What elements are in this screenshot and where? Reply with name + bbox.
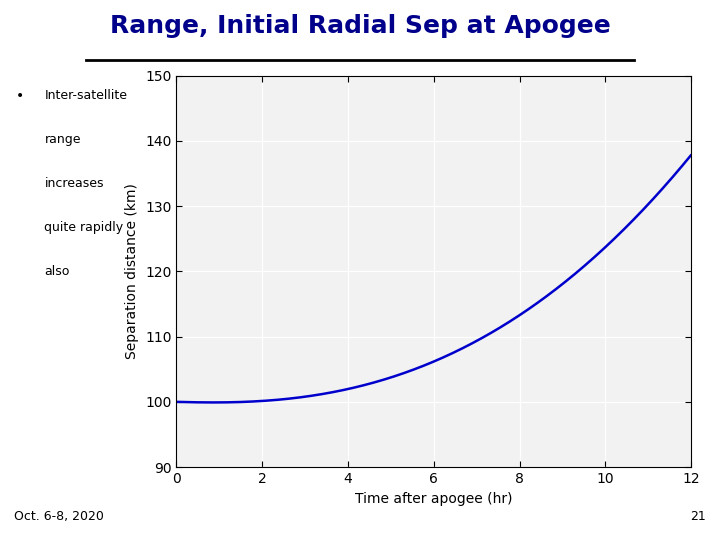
Text: quite rapidly: quite rapidly (45, 221, 124, 234)
Text: 21: 21 (690, 510, 706, 523)
Text: Inter-satellite: Inter-satellite (45, 89, 127, 102)
Text: •: • (16, 89, 24, 103)
Text: Range, Initial Radial Sep at Apogee: Range, Initial Radial Sep at Apogee (109, 14, 611, 38)
X-axis label: Time after apogee (hr): Time after apogee (hr) (355, 491, 513, 505)
Text: increases: increases (45, 177, 104, 190)
Text: also: also (45, 265, 70, 278)
Text: Oct. 6-8, 2020: Oct. 6-8, 2020 (14, 510, 104, 523)
Y-axis label: Separation distance (km): Separation distance (km) (125, 184, 140, 359)
Text: range: range (45, 133, 81, 146)
